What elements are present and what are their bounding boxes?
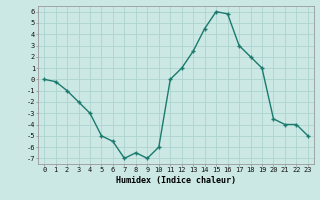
X-axis label: Humidex (Indice chaleur): Humidex (Indice chaleur): [116, 176, 236, 185]
